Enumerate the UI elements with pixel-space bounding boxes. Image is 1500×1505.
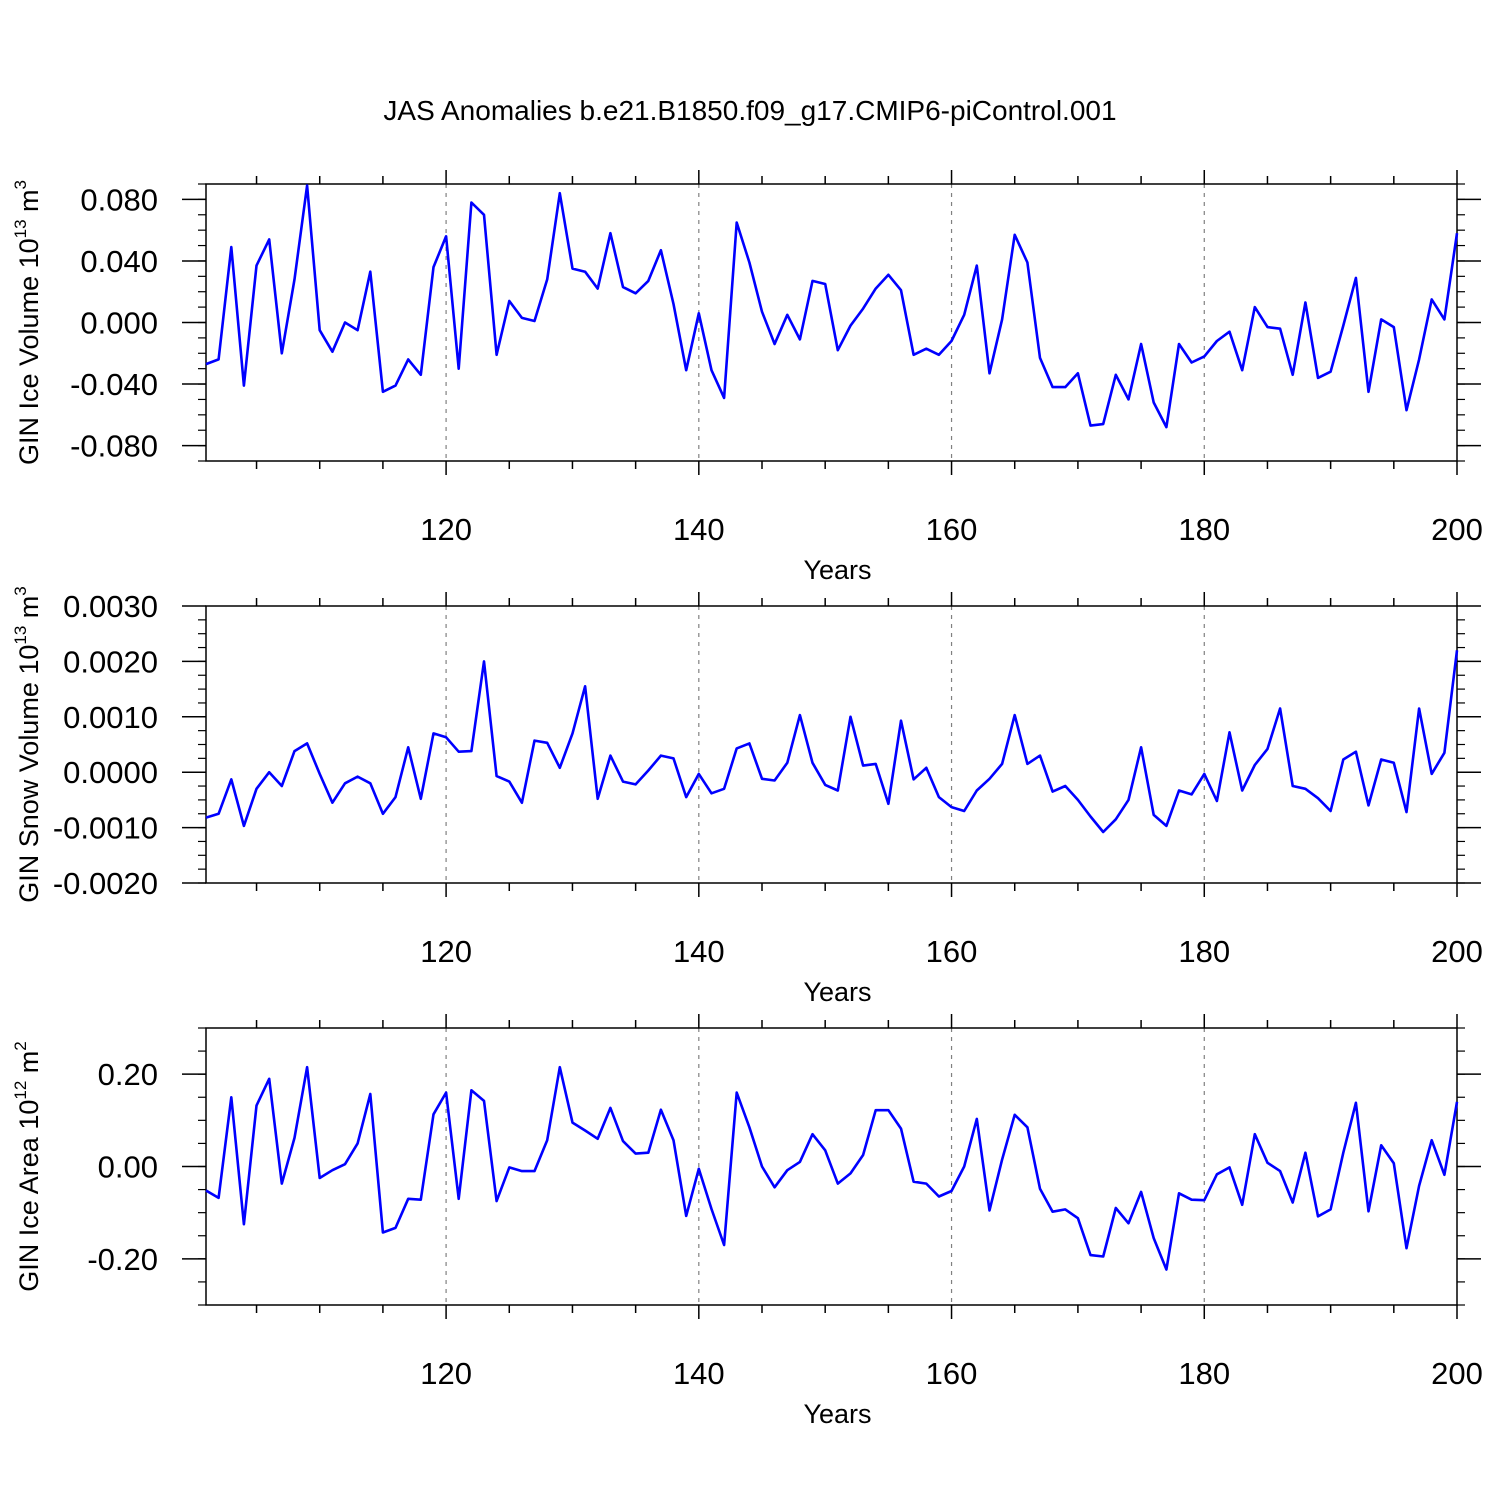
- x-tick-label: 200: [1431, 1356, 1483, 1391]
- y-axis-label-main: GIN Snow Volume 10: [14, 645, 44, 903]
- y-axis-label-exponent: 13: [11, 626, 30, 645]
- y-axis-label: GIN Ice Volume 1013 m3: [11, 180, 44, 465]
- panels: 0.080 0.040 0.000 -0.040 -0.080 120 140 160 180 2…: [11, 170, 1483, 1429]
- x-tick-label: 140: [673, 1356, 725, 1391]
- x-tick-label: 160: [926, 934, 978, 969]
- x-tick-label: 200: [1431, 512, 1483, 547]
- x-tick-label: 120: [420, 934, 472, 969]
- x-tick-label: 120: [420, 512, 472, 547]
- y-axis-label-unit-exponent: 3: [11, 586, 30, 595]
- x-tick-label: 200: [1431, 934, 1483, 969]
- y-tick-label: 0.0000: [63, 755, 158, 790]
- y-axis-label-main: GIN Ice Volume 10: [14, 238, 44, 465]
- y-axis-label-unit: m: [14, 1051, 44, 1081]
- y-axis-label-unit-exponent: 3: [11, 180, 30, 189]
- y-axis-label-unit: m: [14, 189, 44, 219]
- y-tick-label: 0.040: [80, 244, 158, 279]
- y-tick-label: 0.0030: [63, 589, 158, 624]
- x-tick-label: 180: [1178, 1356, 1230, 1391]
- y-axis-label-unit: m: [14, 596, 44, 626]
- series-line: [205, 184, 1459, 429]
- series-line: [205, 650, 1459, 834]
- x-tick-label: 180: [1178, 934, 1230, 969]
- y-tick-label: -0.0010: [53, 811, 158, 846]
- y-tick-label: 0.0020: [63, 644, 158, 679]
- y-tick-label: -0.040: [70, 367, 158, 402]
- panel-3: 0.20 0.00 -0.20 120 140 160 180 200 Years GIN Ice…: [11, 1014, 1483, 1429]
- y-axis-label: GIN Ice Area 1012 m2: [11, 1041, 44, 1292]
- x-axis-label: Years: [803, 1399, 871, 1429]
- y-axis-label-exponent: 12: [11, 1081, 30, 1100]
- panel-1: 0.080 0.040 0.000 -0.040 -0.080 120 140 160 180 2…: [11, 170, 1483, 585]
- y-tick-label: 0.0010: [63, 700, 158, 735]
- y-tick-label: 0.00: [98, 1150, 158, 1185]
- x-tick-label: 140: [673, 934, 725, 969]
- plot-frame: [205, 605, 1458, 884]
- series-line: [205, 1065, 1459, 1271]
- panel-2: 0.0030 0.0020 0.0010 0.0000 -0.0010 -0.0020 12…: [11, 586, 1483, 1007]
- y-tick-label: 0.000: [80, 306, 158, 341]
- chart-title: JAS Anomalies b.e21.B1850.f09_g17.CMIP6-…: [383, 95, 1116, 126]
- y-tick-label: 0.20: [98, 1057, 158, 1092]
- y-tick-label: 0.080: [80, 182, 158, 217]
- y-tick-label: -0.0020: [53, 866, 158, 901]
- x-tick-label: 180: [1178, 512, 1230, 547]
- x-tick-label: 160: [926, 1356, 978, 1391]
- y-tick-label: -0.080: [70, 429, 158, 464]
- x-axis-label: Years: [803, 977, 871, 1007]
- x-axis-label: Years: [803, 555, 871, 585]
- x-tick-label: 140: [673, 512, 725, 547]
- plot-frame: [205, 1027, 1458, 1306]
- y-axis-label-exponent: 13: [11, 219, 30, 238]
- y-axis-label: GIN Snow Volume 1013 m3: [11, 586, 44, 903]
- y-axis-label-unit-exponent: 2: [11, 1041, 30, 1050]
- y-tick-label: -0.20: [87, 1242, 158, 1277]
- y-axis-label-main: GIN Ice Area 10: [14, 1100, 44, 1292]
- x-tick-label: 120: [420, 1356, 472, 1391]
- x-tick-label: 160: [926, 512, 978, 547]
- plot-frame: [205, 183, 1458, 462]
